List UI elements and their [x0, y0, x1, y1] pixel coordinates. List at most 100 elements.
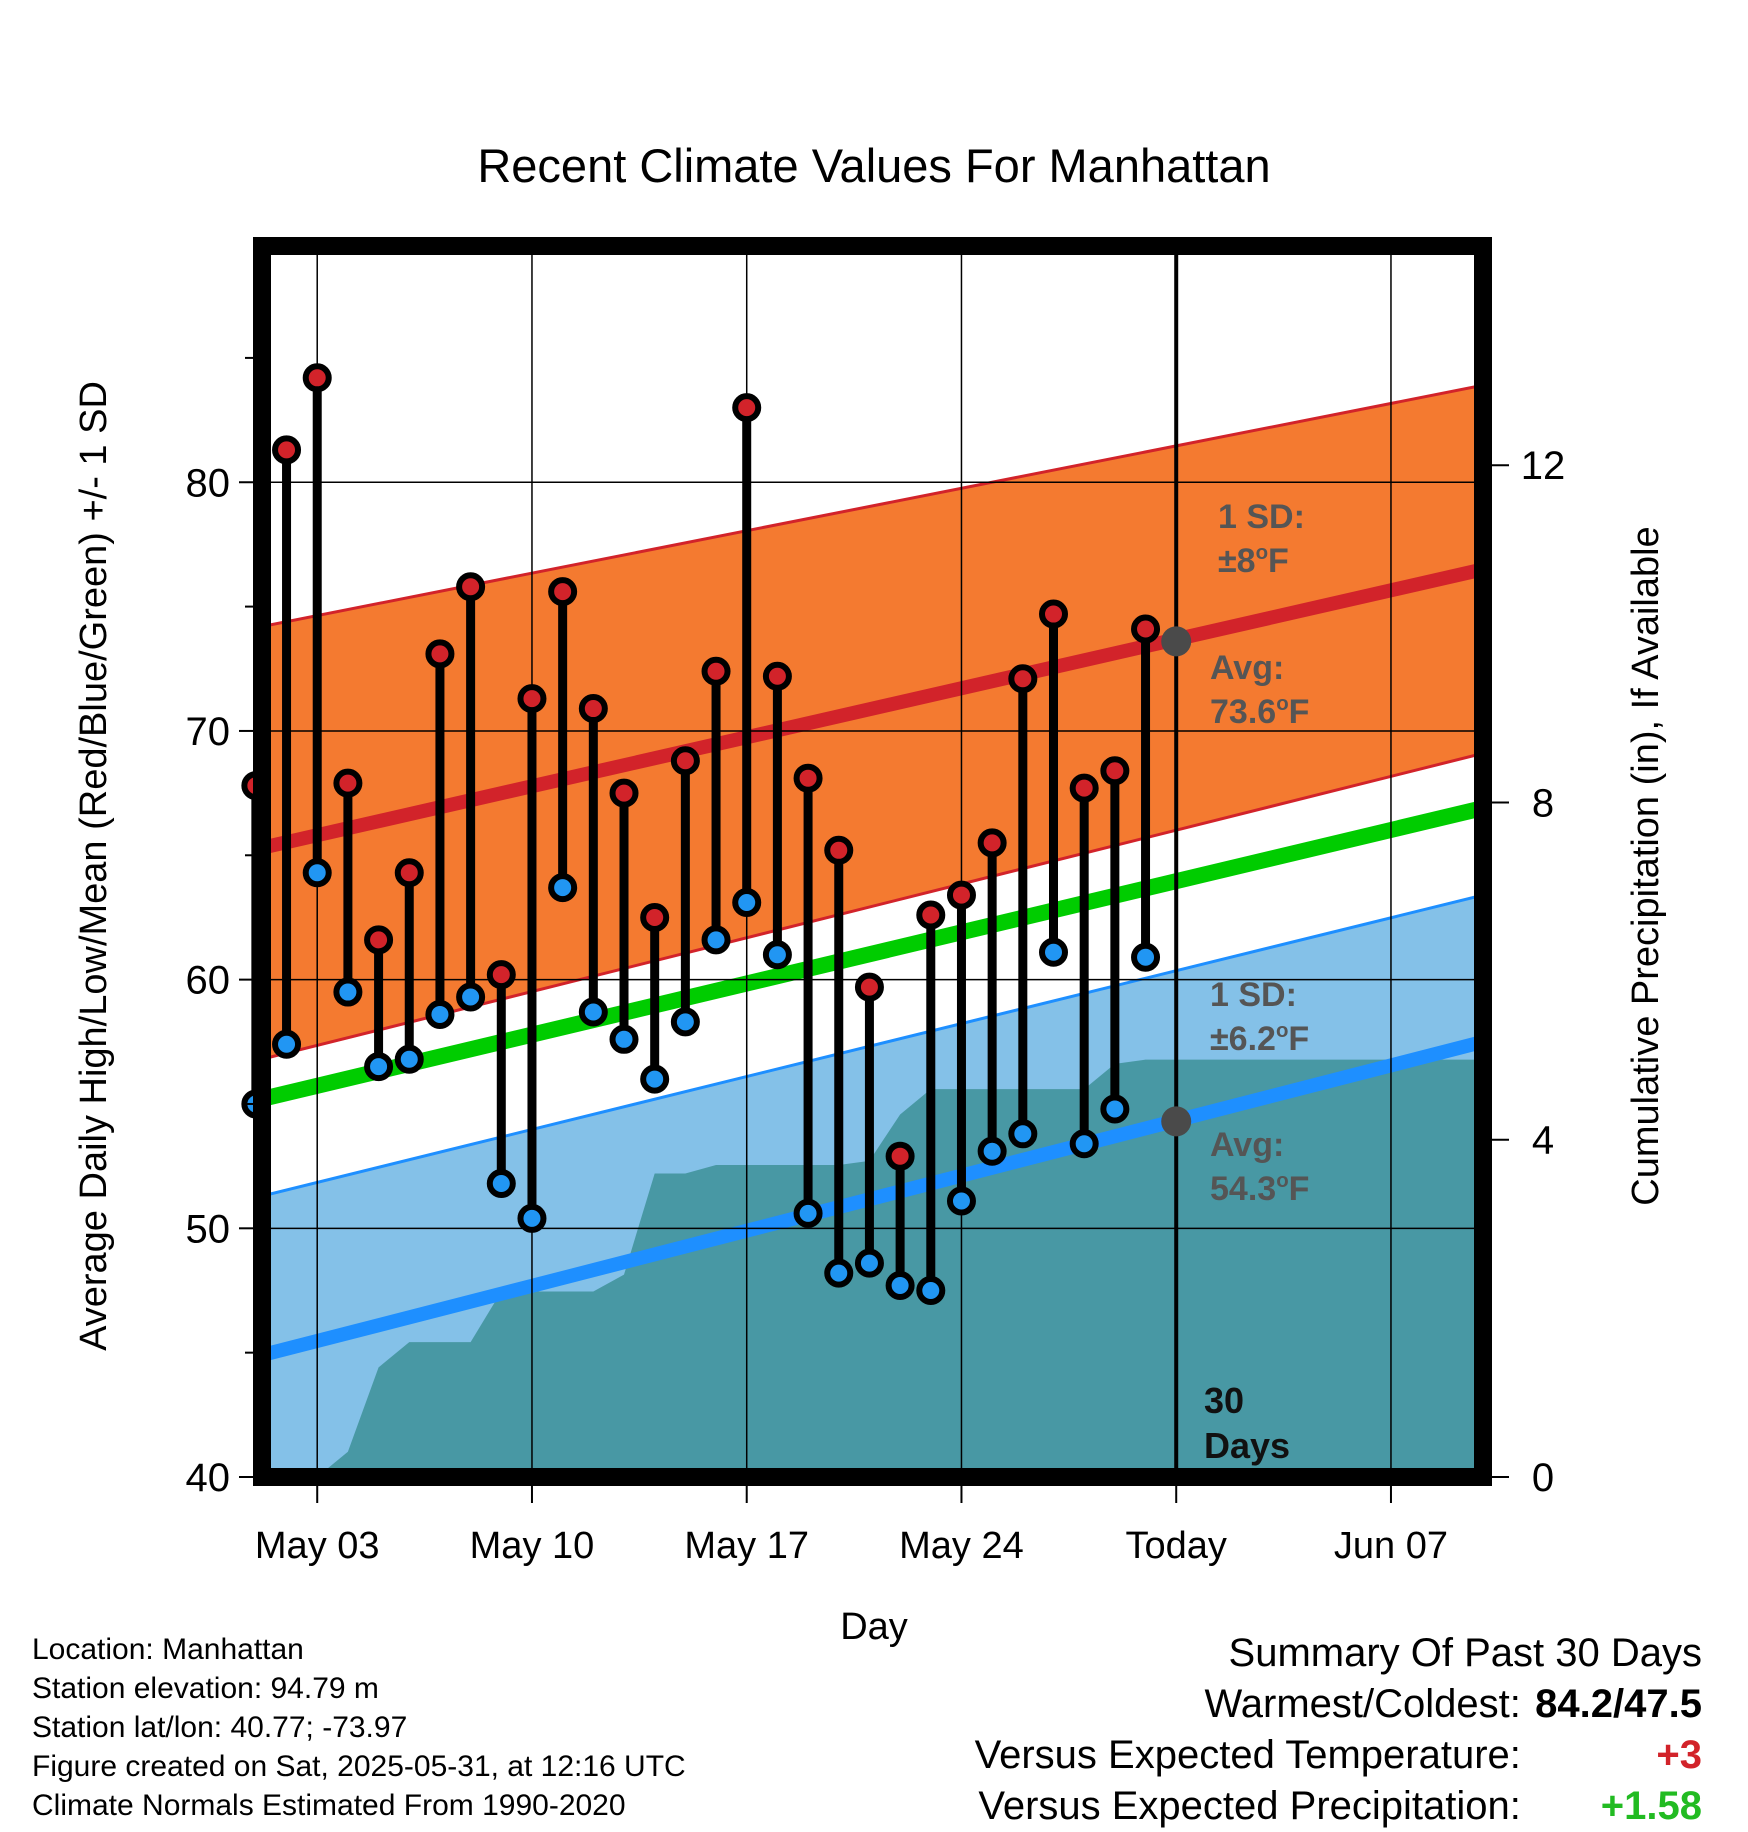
daily-high-point: [456, 572, 486, 602]
daily-low-point: [548, 873, 578, 903]
daily-high-point: [1100, 756, 1130, 786]
daily-high-point: [394, 858, 424, 888]
x-tick-label: May 10: [470, 1525, 595, 1567]
precip-label: Versus Expected Precipitation:: [978, 1784, 1521, 1828]
daily-low-point: [425, 999, 455, 1029]
warm-cold-value: 84.2/47.5: [1535, 1682, 1702, 1726]
daily-high-point: [364, 925, 394, 955]
daily-low-point: [1069, 1129, 1099, 1159]
low-avg-annotation: Avg:: [1210, 1126, 1284, 1164]
daily-low-point: [302, 858, 332, 888]
info-normals: Climate Normals Estimated From 1990-2020: [32, 1789, 626, 1822]
daily-low-point: [272, 1029, 302, 1059]
daily-high-point: [1008, 664, 1038, 694]
precip-tick-label: 8: [1532, 781, 1554, 825]
daily-high-point: [272, 435, 302, 465]
daily-low-point: [333, 977, 363, 1007]
y-axis-label-right: Cumulative Precipitation (in), If Availa…: [1625, 526, 1667, 1205]
y-tick-label: 40: [186, 1456, 231, 1500]
low-sd-annotation: ±6.2oF: [1210, 1020, 1309, 1058]
daily-low-point: [732, 888, 762, 918]
daily-low-point: [1131, 942, 1161, 972]
temp-label: Versus Expected Temperature:: [974, 1733, 1521, 1777]
low-sd-annotation: 1 SD:: [1210, 976, 1297, 1014]
summary-temp: Versus Expected Temperature: +3: [975, 1730, 1702, 1781]
daily-high-point: [916, 900, 946, 930]
low-avg-annotation: 54.3oF: [1210, 1170, 1309, 1208]
plot-frame: [253, 237, 1492, 1486]
daily-low-point: [762, 940, 792, 970]
daily-high-point: [548, 577, 578, 607]
daily-low-point: [486, 1169, 516, 1199]
days-annotation: 30: [1204, 1380, 1244, 1421]
plot-area: 1 SD: ±8oF Avg: 73.6oF 1 SD: ±6.2oF Avg: 54.3oF…: [186, 237, 1566, 1567]
high-sd-annotation: 1 SD:: [1218, 498, 1305, 536]
daily-high-point: [885, 1141, 915, 1171]
y-axis-label-left: Average Daily High/Low/Mean (Red/Blue/Gr…: [73, 381, 115, 1351]
daily-high-point: [333, 768, 363, 798]
x-tick-label: May 17: [684, 1525, 809, 1567]
daily-high-point: [486, 960, 516, 990]
daily-high-point: [1131, 614, 1161, 644]
y-tick-label: 50: [186, 1207, 231, 1251]
station-info: Location: Manhattan Station elevation: 9…: [32, 1630, 686, 1825]
daily-low-point: [916, 1275, 946, 1305]
days-annotation: Days: [1204, 1425, 1290, 1466]
precip-tick-label: 0: [1532, 1456, 1554, 1500]
daily-low-point: [670, 1007, 700, 1037]
daily-low-point: [364, 1052, 394, 1082]
precip-value: +1.58: [1600, 1784, 1702, 1828]
y-tick-label: 60: [186, 959, 231, 1003]
x-axis-label: Day: [840, 1606, 908, 1648]
info-created: Figure created on Sat, 2025-05-31, at 12…: [32, 1750, 686, 1783]
daily-low-point: [609, 1024, 639, 1054]
x-tick-label: Today: [1126, 1525, 1227, 1567]
y-tick-label: 70: [186, 710, 231, 754]
y-tick-label: 80: [186, 461, 231, 505]
daily-high-point: [609, 778, 639, 808]
daily-high-point: [793, 763, 823, 793]
x-tick-label: Jun 07: [1334, 1525, 1448, 1567]
low-avg-today-marker: [1161, 1106, 1192, 1137]
x-tick-label: May 24: [899, 1525, 1024, 1567]
daily-low-point: [793, 1198, 823, 1228]
precip-tick-label: 12: [1521, 444, 1566, 488]
daily-high-point: [1039, 599, 1069, 629]
daily-high-point: [946, 880, 976, 910]
daily-high-point: [578, 694, 608, 724]
daily-low-point: [1100, 1094, 1130, 1124]
warm-cold-label: Warmest/Coldest:: [1204, 1682, 1521, 1726]
summary-warm-cold: Warmest/Coldest: 84.2/47.5: [975, 1679, 1703, 1730]
daily-low-point: [977, 1136, 1007, 1166]
daily-low-point: [946, 1186, 976, 1216]
daily-high-point: [701, 656, 731, 686]
summary-panel: Summary Of Past 30 Days Warmest/Coldest:…: [975, 1628, 1702, 1832]
high-sd-annotation: ±8oF: [1218, 542, 1289, 580]
normal-high-line: [262, 562, 1483, 855]
daily-high-point: [732, 393, 762, 423]
daily-low-point: [578, 997, 608, 1027]
daily-high-point: [762, 661, 792, 691]
normal-mean-line: [262, 800, 1483, 1107]
daily-low-point: [854, 1248, 884, 1278]
daily-low-point: [456, 982, 486, 1012]
summary-title: Summary Of Past 30 Days: [1228, 1631, 1702, 1675]
daily-low-point: [1039, 937, 1069, 967]
info-location: Location: Manhattan: [32, 1633, 304, 1666]
daily-high-point: [977, 828, 1007, 858]
daily-high-point: [1069, 773, 1099, 803]
daily-high-point: [640, 902, 670, 932]
daily-high-point: [854, 972, 884, 1002]
daily-high-point: [670, 746, 700, 776]
daily-high-point: [517, 684, 547, 714]
high-avg-annotation: 73.6oF: [1210, 693, 1309, 731]
daily-low-point: [885, 1271, 915, 1301]
summary-precip: Versus Expected Precipitation: +1.58: [975, 1781, 1702, 1832]
high-avg-annotation: Avg:: [1210, 649, 1284, 687]
daily-low-point: [1008, 1119, 1038, 1149]
daily-low-point: [394, 1044, 424, 1074]
daily-high-point: [425, 639, 455, 669]
daily-low-point: [824, 1258, 854, 1288]
daily-low-point: [517, 1203, 547, 1233]
